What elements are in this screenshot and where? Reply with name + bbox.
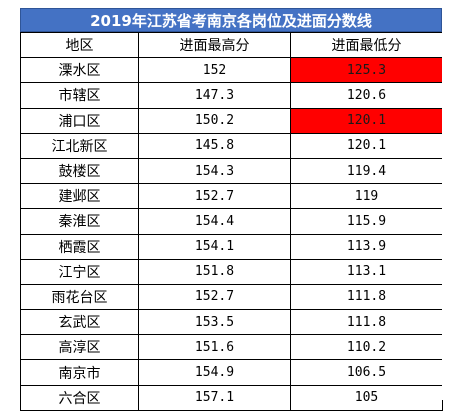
cell-highest-score[interactable]: 152.7 xyxy=(138,283,291,311)
cell-district[interactable]: 市辖区 xyxy=(20,82,139,109)
cell-highest-score[interactable]: 153.5 xyxy=(138,309,291,336)
cell-district[interactable]: 秦淮区 xyxy=(20,208,139,235)
cell-lowest-score[interactable]: 119 xyxy=(290,183,443,210)
cell-district[interactable]: 雨花台区 xyxy=(20,283,139,311)
cell-district[interactable]: 高淳区 xyxy=(20,334,139,361)
table-row: 市辖区 147.3 120.6 xyxy=(20,82,443,109)
table-row: 江北新区 145.8 120.1 xyxy=(20,132,443,159)
cell-lowest-score-highlighted[interactable]: 120.1 xyxy=(290,107,443,134)
cell-district[interactable]: 江宁区 xyxy=(20,258,139,285)
cell-lowest-score[interactable]: 106.5 xyxy=(290,359,443,386)
table-row: 溧水区 152 125.3 xyxy=(20,57,443,84)
cell-highest-score[interactable]: 152 xyxy=(138,57,291,84)
cell-lowest-score[interactable]: 120.6 xyxy=(290,82,443,109)
cell-highest-score[interactable]: 145.8 xyxy=(138,132,291,159)
header-lowest-score[interactable]: 进面最低分 xyxy=(290,31,443,59)
cell-lowest-score[interactable]: 113.9 xyxy=(290,233,443,260)
cell-district[interactable]: 鼓楼区 xyxy=(20,157,139,185)
spreadsheet-view: 2019年江苏省考南京各岗位及进面分数线 地区 进面最高分 进面最低分 溧水区 1… xyxy=(20,0,460,411)
cell-district[interactable]: 溧水区 xyxy=(20,57,139,84)
cell-highest-score[interactable]: 150.2 xyxy=(138,107,291,134)
cell-highest-score[interactable]: 154.3 xyxy=(138,157,291,185)
cell-lowest-score[interactable]: 110.2 xyxy=(290,334,443,361)
table-title[interactable]: 2019年江苏省考南京各岗位及进面分数线 xyxy=(20,8,442,32)
cell-district[interactable]: 建邺区 xyxy=(20,183,139,210)
cell-highest-score[interactable]: 154.4 xyxy=(138,208,291,235)
table-row: 高淳区 151.6 110.2 xyxy=(20,334,443,361)
table-row: 鼓楼区 154.3 119.4 xyxy=(20,157,443,185)
cell-district[interactable]: 江北新区 xyxy=(20,132,139,159)
table-row: 六合区 157.1 105 xyxy=(20,384,443,411)
cell-lowest-score[interactable]: 119.4 xyxy=(290,157,443,185)
score-table: 地区 进面最高分 进面最低分 溧水区 152 125.3 市辖区 147.3 120.6 浦… xyxy=(20,31,443,411)
cell-district[interactable]: 浦口区 xyxy=(20,107,139,134)
table-row: 雨花台区 152.7 111.8 xyxy=(20,283,443,311)
cell-highest-score[interactable]: 157.1 xyxy=(138,384,291,411)
table-body: 溧水区 152 125.3 市辖区 147.3 120.6 浦口区 150.2 120.1 江北新… xyxy=(20,57,443,411)
cell-lowest-score[interactable]: 113.1 xyxy=(290,258,443,285)
table-row: 浦口区 150.2 120.1 xyxy=(20,107,443,134)
header-highest-score[interactable]: 进面最高分 xyxy=(138,31,291,59)
table-row: 栖霞区 154.1 113.9 xyxy=(20,233,443,260)
table-row: 江宁区 151.8 113.1 xyxy=(20,258,443,285)
cell-highest-score[interactable]: 154.1 xyxy=(138,233,291,260)
cell-highest-score[interactable]: 154.9 xyxy=(138,359,291,386)
cell-highest-score[interactable]: 151.8 xyxy=(138,258,291,285)
cell-lowest-score[interactable]: 111.8 xyxy=(290,309,443,336)
cell-district[interactable]: 栖霞区 xyxy=(20,233,139,260)
cell-highest-score[interactable]: 147.3 xyxy=(138,82,291,109)
table-row: 秦淮区 154.4 115.9 xyxy=(20,208,443,235)
cell-lowest-score[interactable]: 111.8 xyxy=(290,283,443,311)
cell-highest-score[interactable]: 151.6 xyxy=(138,334,291,361)
cell-district[interactable]: 玄武区 xyxy=(20,309,139,336)
table-row: 建邺区 152.7 119 xyxy=(20,183,443,210)
cell-district[interactable]: 南京市 xyxy=(20,359,139,386)
cell-district[interactable]: 六合区 xyxy=(20,384,139,411)
header-district[interactable]: 地区 xyxy=(20,31,139,59)
table-row: 玄武区 153.5 111.8 xyxy=(20,309,443,336)
cell-lowest-score[interactable]: 105 xyxy=(290,384,443,411)
cell-highest-score[interactable]: 152.7 xyxy=(138,183,291,210)
cell-lowest-score[interactable]: 120.1 xyxy=(290,132,443,159)
cell-lowest-score-highlighted[interactable]: 125.3 xyxy=(290,57,443,84)
table-row: 南京市 154.9 106.5 xyxy=(20,359,443,386)
cell-lowest-score[interactable]: 115.9 xyxy=(290,208,443,235)
header-row: 地区 进面最高分 进面最低分 xyxy=(20,31,443,59)
sheet-margin xyxy=(442,0,460,400)
